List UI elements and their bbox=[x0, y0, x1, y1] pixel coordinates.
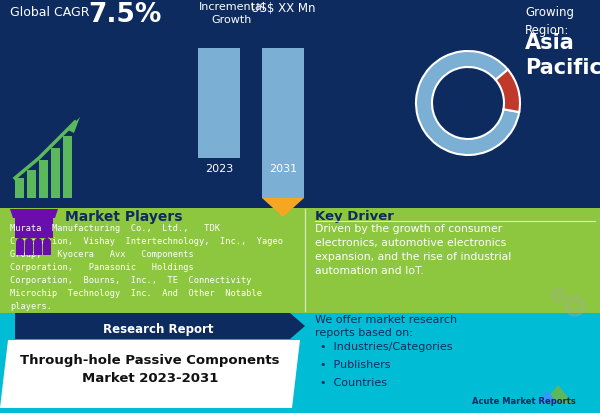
Text: Microchip  Technology  Inc.  And  Other  Notable: Microchip Technology Inc. And Other Nota… bbox=[10, 288, 262, 297]
Text: •  Countries: • Countries bbox=[320, 377, 387, 387]
Text: Through-hole Passive Components
Market 2023-2031: Through-hole Passive Components Market 2… bbox=[20, 353, 280, 384]
Text: •  Industries/Categories: • Industries/Categories bbox=[320, 341, 452, 351]
FancyBboxPatch shape bbox=[15, 178, 24, 199]
Text: 2031: 2031 bbox=[269, 164, 297, 173]
FancyBboxPatch shape bbox=[198, 49, 240, 159]
Text: Research Report: Research Report bbox=[103, 322, 213, 335]
Polygon shape bbox=[10, 209, 58, 218]
FancyBboxPatch shape bbox=[262, 49, 304, 199]
Text: 7.5%: 7.5% bbox=[88, 2, 161, 28]
Text: We offer market research
reports based on:: We offer market research reports based o… bbox=[315, 314, 457, 337]
FancyBboxPatch shape bbox=[27, 171, 36, 199]
Text: Market Players: Market Players bbox=[65, 209, 182, 223]
Text: Key Driver: Key Driver bbox=[315, 209, 394, 223]
FancyBboxPatch shape bbox=[63, 137, 72, 199]
Polygon shape bbox=[15, 313, 305, 339]
Wedge shape bbox=[416, 52, 519, 156]
Text: Global CAGR: Global CAGR bbox=[10, 6, 89, 19]
FancyBboxPatch shape bbox=[15, 218, 53, 238]
FancyBboxPatch shape bbox=[0, 0, 600, 209]
Text: Growing
Region:: Growing Region: bbox=[525, 6, 574, 37]
Circle shape bbox=[16, 238, 24, 247]
FancyBboxPatch shape bbox=[25, 243, 33, 255]
Text: Incremental
Growth: Incremental Growth bbox=[199, 2, 265, 25]
FancyBboxPatch shape bbox=[43, 243, 51, 255]
Polygon shape bbox=[0, 340, 300, 408]
Circle shape bbox=[25, 238, 33, 247]
FancyBboxPatch shape bbox=[0, 313, 600, 413]
FancyBboxPatch shape bbox=[51, 149, 60, 199]
Wedge shape bbox=[496, 70, 520, 113]
Text: Murata  Manufacturing  Co.,  Ltd.,   TDK: Murata Manufacturing Co., Ltd., TDK bbox=[10, 223, 220, 233]
Polygon shape bbox=[543, 385, 573, 403]
Text: •  Publishers: • Publishers bbox=[320, 359, 391, 369]
Text: Group,   Kyocera   Avx   Components: Group, Kyocera Avx Components bbox=[10, 249, 194, 259]
FancyBboxPatch shape bbox=[16, 243, 24, 255]
Polygon shape bbox=[536, 391, 558, 403]
Text: players.: players. bbox=[10, 301, 52, 310]
Polygon shape bbox=[262, 199, 304, 218]
Text: Corporation,  Bourns,  Inc.,  TE  Connectivity: Corporation, Bourns, Inc., TE Connectivi… bbox=[10, 275, 251, 284]
Text: Acute Market Reports: Acute Market Reports bbox=[472, 396, 576, 405]
FancyBboxPatch shape bbox=[39, 161, 48, 199]
Text: US$ XX Mn: US$ XX Mn bbox=[251, 2, 315, 15]
FancyBboxPatch shape bbox=[34, 243, 42, 255]
Text: Corporation,  Vishay  Intertechnology,  Inc.,  Yageo: Corporation, Vishay Intertechnology, Inc… bbox=[10, 236, 283, 245]
Text: 2023: 2023 bbox=[205, 164, 233, 173]
FancyBboxPatch shape bbox=[0, 209, 600, 313]
Text: Driven by the growth of consumer
electronics, automotive electronics
expansion, : Driven by the growth of consumer electro… bbox=[315, 223, 511, 275]
Circle shape bbox=[34, 238, 42, 247]
Text: Asia
Pacific: Asia Pacific bbox=[525, 33, 600, 78]
Text: Corporation,   Panasonic   Holdings: Corporation, Panasonic Holdings bbox=[10, 262, 194, 271]
Circle shape bbox=[43, 238, 51, 247]
Polygon shape bbox=[68, 118, 80, 134]
